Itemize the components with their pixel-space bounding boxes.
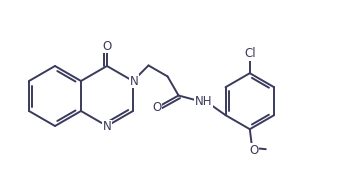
Text: NH: NH <box>195 95 213 108</box>
Text: O: O <box>249 144 258 157</box>
Text: O: O <box>152 101 161 114</box>
Text: N: N <box>103 121 111 134</box>
Text: O: O <box>102 40 112 53</box>
Text: N: N <box>130 74 138 87</box>
Text: Cl: Cl <box>244 47 256 60</box>
